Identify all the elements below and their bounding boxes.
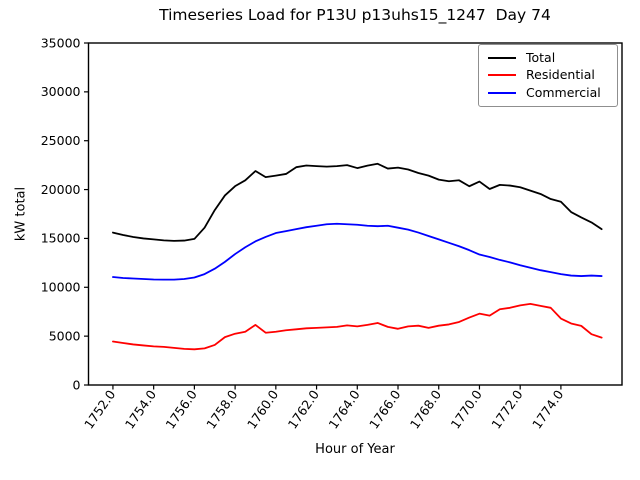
legend: Total Residential Commercial xyxy=(478,44,618,107)
series-lines xyxy=(112,162,603,351)
legend-item-total: Total xyxy=(488,49,611,65)
y-tick-label: 15000 xyxy=(41,231,81,246)
y-tick-label: 10000 xyxy=(41,280,81,295)
x-tick-label: 1764.0 xyxy=(325,387,362,431)
residential-line xyxy=(112,302,603,351)
y-tick-label: 25000 xyxy=(41,133,81,148)
legend-label-total: Total xyxy=(526,49,556,65)
residential-line-swatch-icon xyxy=(488,74,516,77)
commercial-line-swatch-icon xyxy=(488,92,516,95)
axes-frame xyxy=(87,42,623,386)
x-tick-label: 1770.0 xyxy=(448,387,485,431)
x-tick-label: 1768.0 xyxy=(407,387,444,431)
legend-item-residential: Residential xyxy=(488,69,611,82)
y-tick-label: 35000 xyxy=(41,35,81,50)
y-tick-label: 30000 xyxy=(41,84,81,99)
x-tick-label: 1758.0 xyxy=(203,387,240,431)
axes-spines xyxy=(87,42,623,386)
legend-label-commercial: Commercial xyxy=(526,84,601,100)
y-axis-ticks: 0 5000 10000 15000 20000 25000 30000 35000 xyxy=(41,35,89,392)
x-tick-label: 1774.0 xyxy=(529,387,566,431)
x-axis-ticks: 1752.0 1754.0 1756.0 1758.0 1760.0 1762.0 1764… xyxy=(81,385,566,432)
y-axis-label: kW total xyxy=(13,186,29,242)
x-tick-label: 1752.0 xyxy=(81,387,118,431)
x-tick-label: 1754.0 xyxy=(122,387,159,431)
x-axis-label: Hour of Year xyxy=(315,442,395,457)
x-tick-label: 1756.0 xyxy=(162,387,199,431)
y-tick-label: 20000 xyxy=(41,182,81,197)
total-line-swatch-icon xyxy=(488,56,516,59)
commercial-line xyxy=(112,222,603,281)
y-tick-label: 5000 xyxy=(49,328,81,343)
x-tick-label: 1760.0 xyxy=(244,387,281,431)
legend-item-commercial: Commercial xyxy=(488,84,611,100)
x-tick-label: 1772.0 xyxy=(488,387,525,431)
x-tick-label: 1766.0 xyxy=(366,387,403,431)
total-line xyxy=(112,162,603,242)
chart-title: Timeseries Load for P13U p13uhs15_1247 D… xyxy=(159,6,551,24)
y-tick-label: 0 xyxy=(73,377,81,392)
legend-label-residential: Residential xyxy=(526,67,595,83)
x-tick-label: 1762.0 xyxy=(285,387,322,431)
